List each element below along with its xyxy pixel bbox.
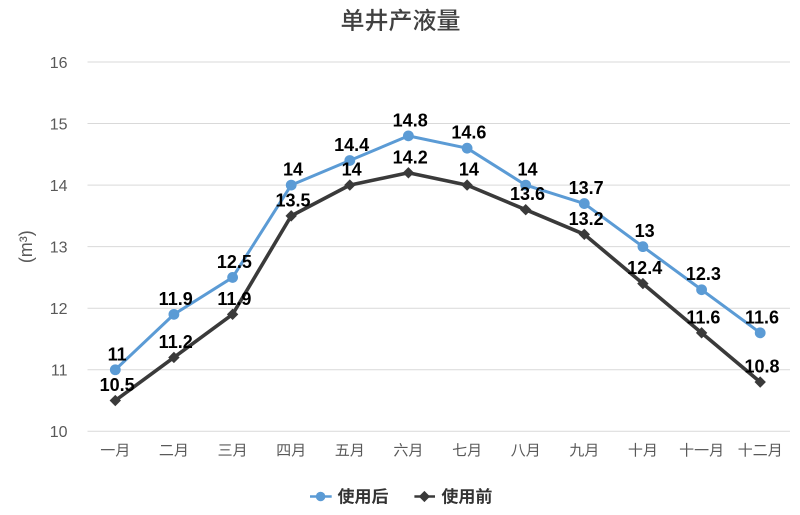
svg-text:12.4: 12.4 [627,258,662,278]
svg-text:12.3: 12.3 [686,264,721,284]
svg-text:13: 13 [635,221,655,241]
svg-text:12.5: 12.5 [217,252,252,272]
svg-text:10: 10 [50,424,68,441]
svg-text:13.6: 13.6 [510,184,545,204]
svg-text:11.2: 11.2 [159,332,193,352]
svg-text:11.6: 11.6 [686,307,720,327]
svg-text:14.2: 14.2 [393,147,428,167]
svg-text:14: 14 [459,160,479,180]
svg-text:14.8: 14.8 [393,110,428,130]
svg-text:11: 11 [51,363,68,380]
svg-text:14: 14 [342,160,362,180]
svg-text:(m³): (m³) [16,230,36,263]
svg-text:11.9: 11.9 [217,289,251,309]
svg-text:13.2: 13.2 [569,209,604,229]
svg-text:11: 11 [108,344,127,364]
svg-text:13.7: 13.7 [569,178,604,198]
svg-text:10.5: 10.5 [100,375,135,395]
svg-text:15: 15 [50,116,68,133]
svg-text:11.9: 11.9 [159,289,193,309]
svg-text:11.6: 11.6 [745,307,779,327]
svg-text:12: 12 [50,301,68,318]
svg-text:14.6: 14.6 [451,123,486,143]
svg-text:10.8: 10.8 [744,357,779,377]
svg-text:14: 14 [283,160,303,180]
svg-text:13.5: 13.5 [275,190,310,210]
svg-text:14: 14 [517,160,537,180]
svg-text:14: 14 [50,178,68,195]
svg-text:13: 13 [50,239,68,256]
svg-text:16: 16 [50,55,68,72]
svg-text:14.4: 14.4 [334,135,369,155]
